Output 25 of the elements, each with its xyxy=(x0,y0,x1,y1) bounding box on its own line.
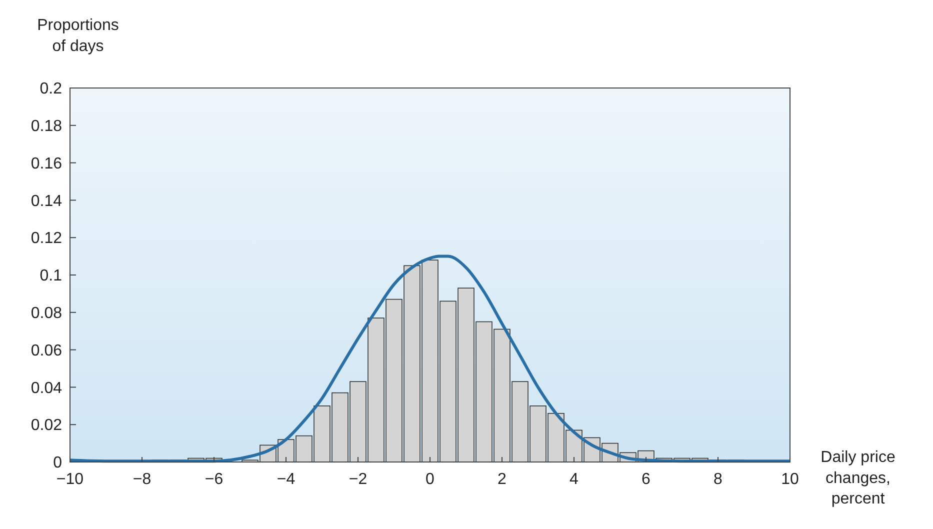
x-tick-label: 4 xyxy=(570,471,579,488)
x-tick-label: 2 xyxy=(498,471,507,488)
x-tick-label: 0 xyxy=(426,471,435,488)
x-tick-label: −2 xyxy=(348,471,368,488)
x-tick-label: −6 xyxy=(204,471,224,488)
y-tick-label: 0.2 xyxy=(40,80,62,98)
y-tick-label: 0.12 xyxy=(30,230,62,248)
x-tick-label: −10 xyxy=(56,471,84,488)
y-tick-label: 0.02 xyxy=(30,417,62,434)
y-tick-label: 0.14 xyxy=(30,192,62,210)
x-tick-label: −4 xyxy=(276,471,296,488)
x-tick-label: 8 xyxy=(714,471,723,488)
y-tick-label: 0.1 xyxy=(40,268,62,285)
x-axis-title: Daily price changes, percent xyxy=(820,449,896,508)
line-series xyxy=(68,254,792,463)
x-tick-label: 6 xyxy=(642,471,651,488)
y-tick-label: 0.18 xyxy=(30,118,62,135)
y-tick-label: 0 xyxy=(53,454,62,472)
y-tick-label: 0.06 xyxy=(30,342,62,360)
y-tick-label: 0.04 xyxy=(30,380,62,397)
x-tick-label: −8 xyxy=(132,471,152,488)
y-tick-label: 0.08 xyxy=(30,305,62,322)
y-tick-label: 0.16 xyxy=(30,155,62,172)
x-tick-label: 10 xyxy=(781,471,799,488)
y-axis-title: Proportions of days xyxy=(37,17,119,55)
